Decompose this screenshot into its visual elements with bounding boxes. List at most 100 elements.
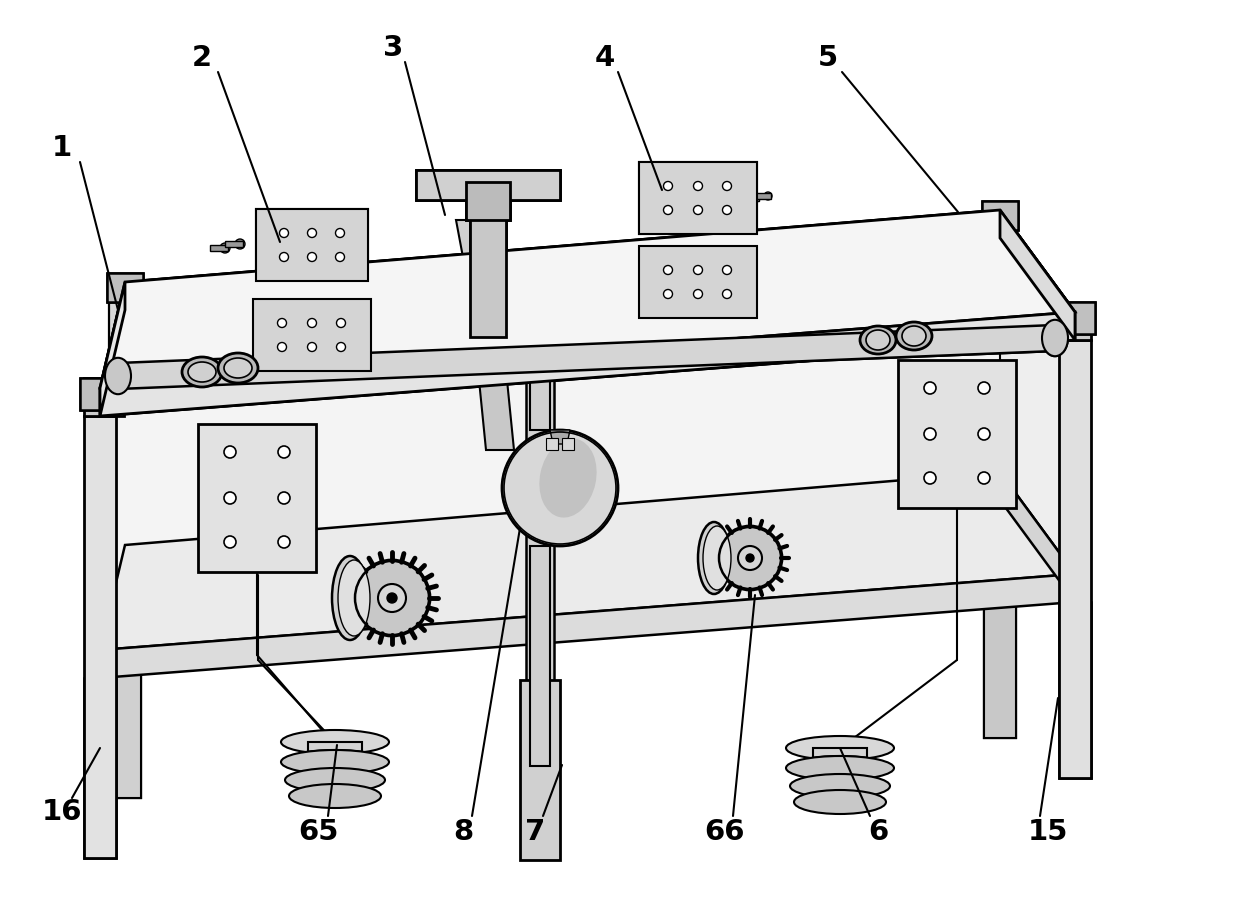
Circle shape xyxy=(663,265,672,274)
Circle shape xyxy=(224,536,236,548)
Ellipse shape xyxy=(218,353,258,383)
Circle shape xyxy=(278,318,286,327)
Ellipse shape xyxy=(897,322,932,350)
Circle shape xyxy=(723,182,732,191)
Circle shape xyxy=(764,192,773,200)
Polygon shape xyxy=(985,500,1016,738)
Ellipse shape xyxy=(897,322,932,350)
Ellipse shape xyxy=(105,358,131,394)
Polygon shape xyxy=(999,210,1075,340)
Circle shape xyxy=(663,289,672,298)
Circle shape xyxy=(738,546,763,570)
Polygon shape xyxy=(84,416,117,858)
Circle shape xyxy=(723,206,732,215)
Polygon shape xyxy=(982,201,1018,230)
Circle shape xyxy=(723,289,732,298)
Polygon shape xyxy=(474,330,515,450)
Bar xyxy=(350,577,360,619)
Circle shape xyxy=(336,318,346,327)
Polygon shape xyxy=(1059,340,1091,778)
Circle shape xyxy=(308,343,316,352)
Bar xyxy=(898,360,1016,508)
Circle shape xyxy=(278,492,290,504)
Ellipse shape xyxy=(285,750,384,774)
Polygon shape xyxy=(985,210,1016,738)
Polygon shape xyxy=(109,282,141,798)
Polygon shape xyxy=(125,210,999,310)
Ellipse shape xyxy=(182,357,222,387)
Text: 6: 6 xyxy=(868,818,888,846)
Circle shape xyxy=(353,560,430,636)
Ellipse shape xyxy=(105,358,131,394)
Bar xyxy=(817,786,863,802)
Circle shape xyxy=(693,265,703,274)
Circle shape xyxy=(224,492,236,504)
Bar xyxy=(529,546,551,766)
Text: 1: 1 xyxy=(52,134,72,162)
Ellipse shape xyxy=(703,526,732,590)
Bar xyxy=(310,762,360,780)
Polygon shape xyxy=(84,378,124,416)
Circle shape xyxy=(693,182,703,191)
Polygon shape xyxy=(100,574,1075,678)
Polygon shape xyxy=(546,438,558,450)
Bar xyxy=(466,182,510,220)
Circle shape xyxy=(278,343,286,352)
Polygon shape xyxy=(1055,302,1095,334)
Circle shape xyxy=(219,243,229,253)
Ellipse shape xyxy=(861,326,897,354)
Bar xyxy=(526,338,554,858)
Ellipse shape xyxy=(1042,320,1068,356)
Ellipse shape xyxy=(224,358,252,378)
Ellipse shape xyxy=(786,736,894,760)
Polygon shape xyxy=(125,472,999,573)
Circle shape xyxy=(308,253,316,262)
Text: 15: 15 xyxy=(1028,818,1068,846)
Circle shape xyxy=(279,228,289,237)
Ellipse shape xyxy=(289,768,381,792)
Polygon shape xyxy=(999,472,1075,602)
Circle shape xyxy=(723,289,732,298)
Polygon shape xyxy=(999,238,1075,574)
Polygon shape xyxy=(81,378,120,410)
Circle shape xyxy=(723,206,732,215)
Circle shape xyxy=(663,182,672,191)
Circle shape xyxy=(924,382,936,394)
Text: 65: 65 xyxy=(298,818,339,846)
Bar xyxy=(470,182,506,337)
Circle shape xyxy=(924,472,936,484)
Polygon shape xyxy=(118,325,1055,389)
Polygon shape xyxy=(109,573,141,798)
Bar xyxy=(312,780,358,796)
Circle shape xyxy=(308,318,316,327)
Ellipse shape xyxy=(188,362,216,382)
Polygon shape xyxy=(982,201,1018,230)
Polygon shape xyxy=(219,316,470,354)
Circle shape xyxy=(336,228,345,237)
Polygon shape xyxy=(1059,602,1091,778)
Circle shape xyxy=(308,343,316,352)
Bar xyxy=(744,195,759,201)
Bar xyxy=(529,342,551,430)
Ellipse shape xyxy=(790,756,890,780)
Circle shape xyxy=(308,318,316,327)
Ellipse shape xyxy=(786,756,894,780)
Text: 66: 66 xyxy=(704,818,745,846)
Ellipse shape xyxy=(224,358,252,378)
Circle shape xyxy=(279,253,289,262)
Ellipse shape xyxy=(281,730,389,754)
Polygon shape xyxy=(100,210,1075,388)
Polygon shape xyxy=(551,430,570,444)
Polygon shape xyxy=(100,472,1075,650)
Bar xyxy=(415,170,560,200)
Ellipse shape xyxy=(866,330,890,350)
Polygon shape xyxy=(107,273,143,302)
Ellipse shape xyxy=(218,353,258,383)
Polygon shape xyxy=(100,210,1075,388)
Circle shape xyxy=(751,194,760,202)
Ellipse shape xyxy=(188,362,216,382)
Circle shape xyxy=(336,253,345,262)
Polygon shape xyxy=(999,210,1075,340)
Circle shape xyxy=(279,228,289,237)
Ellipse shape xyxy=(289,784,381,808)
